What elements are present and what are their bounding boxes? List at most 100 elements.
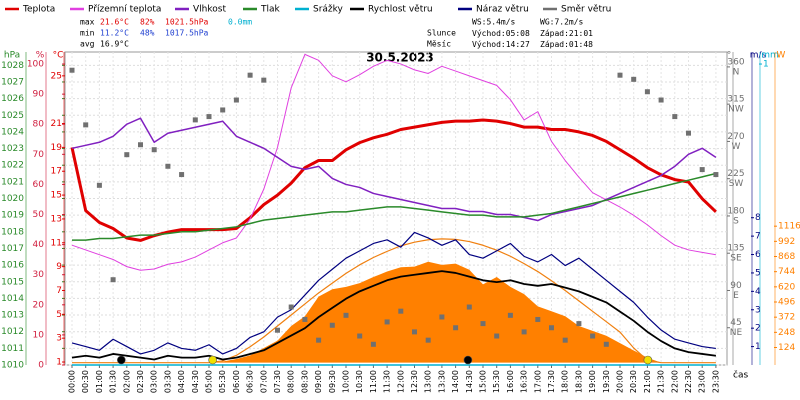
direction-point (316, 337, 322, 343)
stats-label: max (80, 18, 95, 27)
direction-point (192, 117, 198, 123)
direction-point (453, 325, 459, 331)
y-tick-label: 868 (778, 252, 795, 262)
y-tick-label: 70 (33, 150, 45, 160)
axis-unit: ° (727, 51, 732, 61)
stats-value: 1017.5hPa (165, 29, 209, 38)
legend-label: Vlhkost (193, 5, 226, 15)
y-tick-label: 80 (33, 120, 45, 130)
y-tick-label: 1013 (1, 311, 24, 321)
direction-point (576, 321, 582, 327)
y-tick-label: 5 (755, 268, 761, 278)
direction-point (165, 163, 171, 169)
direction-point (466, 304, 472, 310)
y-tick-label: 13 (51, 214, 62, 224)
x-tick-label: 07:30 (273, 370, 282, 393)
y-tick-label: 1028 (1, 61, 24, 71)
y-tick-label: 100 (27, 60, 44, 70)
axis-unit: W (777, 51, 786, 61)
y-tick-label: 7 (56, 286, 62, 296)
rise-time: 14:27 (506, 40, 530, 49)
wind-gust: WG:7.2m/s (540, 18, 584, 27)
y-tick-label: 1 (755, 342, 761, 352)
legend-label: Srážky (313, 5, 344, 15)
y-tick-name: S (733, 216, 739, 226)
y-tick-label: 15 (51, 191, 62, 201)
y-tick-name: NE (730, 328, 743, 338)
direction-point (686, 130, 691, 136)
moon-set: Západ:01:48 (540, 40, 593, 49)
legend-label: Rychlost větru (368, 5, 433, 15)
x-tick-label: 10:30 (355, 370, 364, 393)
stats-value: 21.6°C (100, 18, 129, 27)
y-tick-label: 2 (755, 324, 761, 334)
direction-point (439, 314, 445, 320)
y-tick-label: 90 (33, 90, 45, 100)
y-tick-label: 744 (778, 267, 795, 277)
x-tick-label: 04:30 (191, 370, 200, 393)
x-tick-label: 05:00 (205, 370, 214, 393)
x-tick-label: 14:00 (451, 370, 460, 393)
rise-label: Východ: (472, 29, 506, 38)
y-tick-label: 360 (727, 57, 744, 67)
x-tick-label: 12:30 (410, 370, 419, 393)
stats-value: 16.9°C (100, 40, 129, 49)
axis-unit: m/s (750, 51, 767, 61)
series-line (71, 231, 716, 355)
y-tick-label: 1024 (1, 127, 24, 137)
stats-label: avg (80, 40, 95, 49)
y-tick-label: 1016 (1, 261, 24, 271)
stats-value: 0.0mm (228, 18, 252, 27)
x-tick-label: 19:00 (588, 370, 597, 393)
y-tick-label: 1116 (778, 222, 800, 232)
direction-point (631, 76, 637, 82)
moon-set-marker (117, 355, 126, 365)
x-tick-label: 13:00 (424, 370, 433, 393)
direction-point (275, 327, 280, 333)
direction-point (535, 316, 541, 322)
y-tick-label: 1023 (1, 144, 24, 154)
axis-unit: hPa (4, 51, 20, 61)
y-tick-label: 1019 (1, 211, 24, 221)
x-tick-label: 12:00 (396, 370, 405, 393)
moon-rise: Východ:14:27 (472, 40, 530, 49)
stats-value: 1021.5hPa (165, 18, 209, 27)
x-tick-label: 19:30 (602, 370, 611, 393)
set-label: Západ: (540, 29, 569, 38)
y-tick-label: 9 (56, 262, 62, 272)
sun-rise-marker (208, 355, 217, 365)
y-tick-label: 1017 (1, 244, 24, 254)
direction-point (713, 172, 719, 178)
y-tick-label: 50 (33, 210, 45, 220)
y-tick-label: 1 (763, 60, 769, 70)
y-tick-label: 1012 (1, 327, 24, 337)
y-tick-label: 17 (51, 167, 62, 177)
set-time: 01:48 (569, 40, 593, 49)
direction-point (357, 333, 363, 339)
x-tick-label: 04:00 (177, 370, 186, 393)
y-tick-name: NW (728, 105, 744, 115)
direction-point (110, 277, 116, 283)
series-line (71, 270, 717, 361)
series-line (70, 118, 717, 242)
radiation-area (72, 261, 716, 363)
direction-point (124, 152, 130, 158)
x-tick-label: 11:30 (383, 370, 392, 393)
x-tick-label: 18:00 (561, 370, 570, 393)
y-tick-label: 21 (51, 119, 62, 129)
series-line (72, 172, 717, 241)
x-tick-label: 08:00 (287, 370, 296, 393)
y-tick-label: 1015 (1, 277, 24, 287)
x-tick-label: 02:30 (136, 370, 145, 393)
direction-point (206, 114, 212, 120)
x-tick-label: 00:00 (68, 370, 77, 393)
y-tick-label: 1021 (1, 177, 24, 187)
y-tick-name: N (733, 67, 740, 77)
direction-point (138, 142, 143, 148)
y-tick-label: 1 (56, 358, 62, 368)
y-tick-label: 25 (51, 71, 62, 81)
legend-label: Tlak (260, 5, 281, 15)
direction-point (603, 341, 609, 347)
rise-time: 05:08 (506, 29, 530, 38)
direction-point (699, 167, 705, 173)
